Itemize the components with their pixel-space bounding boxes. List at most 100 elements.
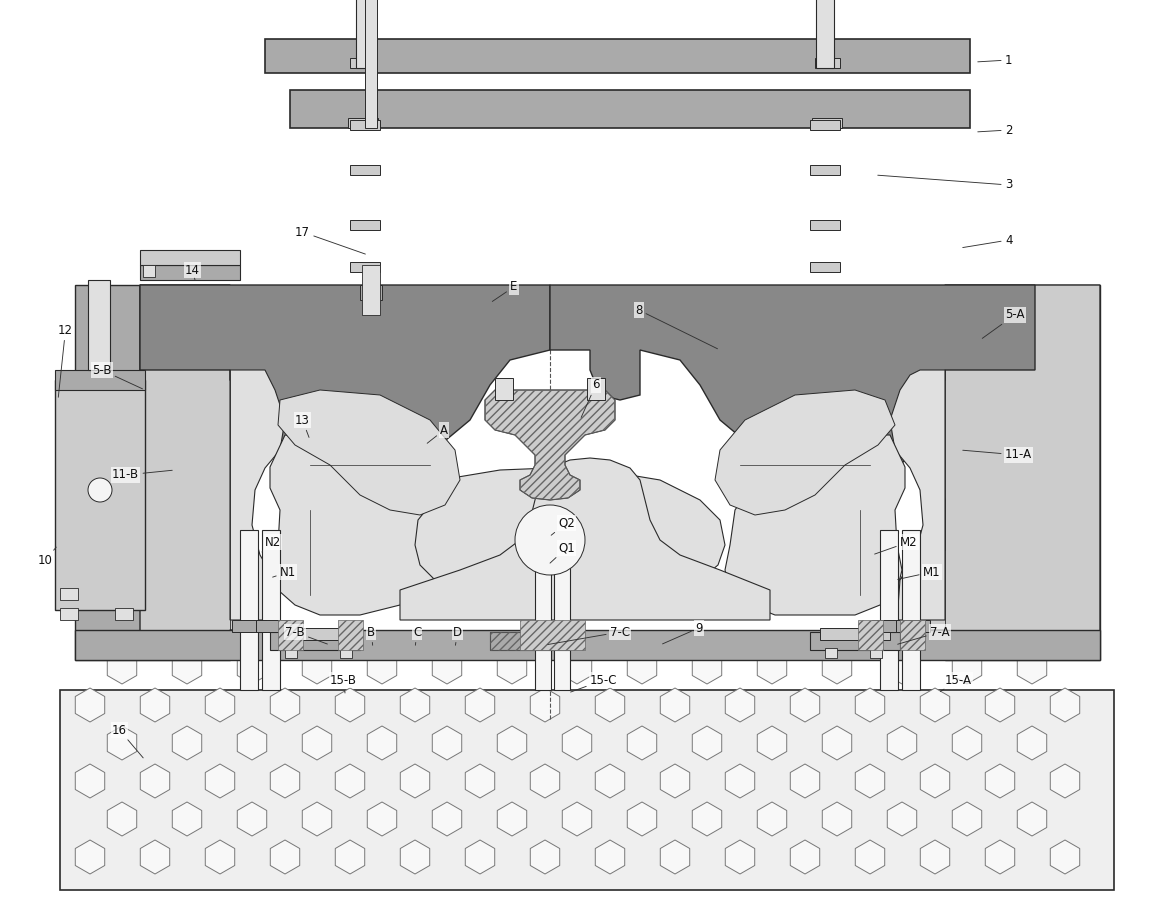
Polygon shape xyxy=(400,458,770,620)
Text: 8: 8 xyxy=(635,304,717,349)
Text: 7-A: 7-A xyxy=(898,625,950,644)
Bar xyxy=(232,620,266,632)
Text: 11-A: 11-A xyxy=(963,449,1032,461)
Bar xyxy=(60,608,77,620)
Text: N2: N2 xyxy=(262,535,282,552)
Bar xyxy=(338,620,363,650)
Text: A: A xyxy=(427,423,448,443)
Bar xyxy=(535,540,551,690)
Text: 10: 10 xyxy=(38,547,56,567)
Bar xyxy=(360,285,382,300)
Text: 5-A: 5-A xyxy=(983,308,1025,339)
Bar xyxy=(60,690,1114,890)
Bar xyxy=(554,540,571,690)
Bar xyxy=(362,265,380,315)
Bar xyxy=(256,620,290,632)
Polygon shape xyxy=(726,435,905,615)
Text: 9: 9 xyxy=(662,622,702,644)
Bar xyxy=(278,620,303,650)
Text: 15-B: 15-B xyxy=(330,674,357,693)
Bar xyxy=(549,625,578,635)
Polygon shape xyxy=(75,285,230,660)
Text: B: B xyxy=(367,625,376,645)
Bar xyxy=(825,648,837,658)
Bar xyxy=(490,632,571,650)
Text: Q2: Q2 xyxy=(551,516,575,535)
Bar xyxy=(900,620,925,650)
Bar xyxy=(60,588,77,600)
Circle shape xyxy=(88,478,112,502)
Text: 5-B: 5-B xyxy=(92,363,142,389)
Text: 17: 17 xyxy=(295,225,365,254)
Text: 2: 2 xyxy=(978,123,1012,136)
Bar xyxy=(810,220,841,230)
Bar xyxy=(896,620,930,632)
Polygon shape xyxy=(140,285,549,470)
Bar xyxy=(340,648,352,658)
Text: 7-C: 7-C xyxy=(548,625,630,644)
Text: 16: 16 xyxy=(112,724,143,758)
Bar xyxy=(350,58,375,68)
Text: 12: 12 xyxy=(58,323,73,397)
Text: Q1: Q1 xyxy=(551,542,575,563)
Text: M1: M1 xyxy=(898,566,940,579)
Text: C: C xyxy=(413,625,421,645)
Polygon shape xyxy=(715,390,895,515)
Polygon shape xyxy=(890,370,945,620)
Bar xyxy=(350,220,380,230)
Bar xyxy=(115,608,133,620)
Bar xyxy=(75,630,1100,660)
Text: E: E xyxy=(492,280,518,302)
Bar xyxy=(870,648,882,658)
Bar xyxy=(290,90,970,128)
Bar xyxy=(356,0,375,68)
Text: 3: 3 xyxy=(878,175,1012,192)
Text: 15-C: 15-C xyxy=(571,674,618,692)
Text: 1: 1 xyxy=(978,53,1012,67)
Bar xyxy=(810,165,841,175)
Polygon shape xyxy=(270,435,445,615)
Polygon shape xyxy=(945,285,1100,660)
Polygon shape xyxy=(230,370,285,620)
Bar xyxy=(902,530,920,690)
Bar xyxy=(520,620,585,650)
Bar xyxy=(265,39,970,73)
Bar xyxy=(810,632,900,650)
Bar xyxy=(880,530,898,690)
Bar xyxy=(587,378,605,400)
Bar xyxy=(528,625,556,635)
Bar xyxy=(815,58,841,68)
Text: 7-B: 7-B xyxy=(285,625,328,644)
Text: M2: M2 xyxy=(875,535,918,554)
Polygon shape xyxy=(278,390,460,515)
Bar xyxy=(281,628,350,640)
Text: 11-B: 11-B xyxy=(112,469,173,481)
Text: 13: 13 xyxy=(295,414,310,437)
Text: 15-A: 15-A xyxy=(940,674,972,691)
Bar xyxy=(140,265,239,280)
Bar xyxy=(262,530,281,690)
Bar xyxy=(55,370,146,390)
Bar xyxy=(143,265,155,277)
Text: D: D xyxy=(453,625,463,645)
Bar xyxy=(365,0,377,128)
Bar xyxy=(270,632,360,650)
Bar xyxy=(812,118,842,128)
Text: 14: 14 xyxy=(185,263,200,280)
Polygon shape xyxy=(549,285,1035,470)
Bar xyxy=(872,620,906,632)
Bar xyxy=(350,262,380,272)
Bar xyxy=(348,118,378,128)
Bar xyxy=(816,0,834,68)
Bar xyxy=(819,628,890,640)
Bar xyxy=(495,378,513,400)
Polygon shape xyxy=(140,285,275,660)
Bar xyxy=(285,648,297,658)
Bar xyxy=(140,250,239,265)
Bar xyxy=(350,120,380,130)
Bar xyxy=(350,165,380,175)
Polygon shape xyxy=(900,285,1100,660)
Bar xyxy=(239,530,258,690)
Bar xyxy=(858,620,883,650)
Polygon shape xyxy=(485,390,615,500)
